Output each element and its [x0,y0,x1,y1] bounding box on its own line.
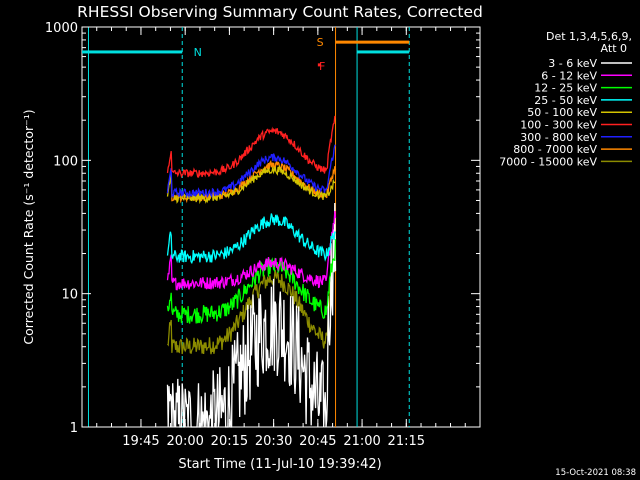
y-axis-label: Corrected Count Rate (s⁻¹ detector⁻¹) [21,109,36,344]
y-tick-label: 1000 [45,21,78,36]
legend-entry-label: 6 - 12 keV [541,69,597,82]
legend-header-line-2: Att 0 [601,42,627,55]
x-axis-label: Start Time (11-Jul-10 19:39:42) [178,457,381,472]
state-bar [357,50,410,54]
series-line [166,239,337,325]
legend-entry-label: 50 - 100 keV [527,106,597,119]
footer-timestamp: 15-Oct-2021 08:38 [555,468,636,478]
legend-entry-label: 800 - 7000 keV [513,143,597,156]
legend-entry-label: 300 - 800 keV [520,131,597,144]
series-line [166,250,337,355]
x-tick-label: 21:15 [388,434,425,449]
series-line [166,115,336,179]
plot-content: N SF [82,27,410,428]
x-tick-label: 20:45 [299,434,336,449]
x-tick-label: 20:30 [255,434,292,449]
x-tick-label: 21:00 [343,434,380,449]
legend-entry-label: 7000 - 15000 keV [499,155,597,168]
series-line [166,210,337,291]
annotation-label: N [194,46,202,59]
legend-header-line-1: Det 1,3,4,5,6,9, [546,30,632,43]
x-tick-label: 19:45 [122,434,159,449]
series-line [166,144,336,199]
state-bar [335,40,410,44]
axis-ticks: 19:45 20:00 20:15 20:30 20:45 21:00 21:15 1 10 10… [45,21,480,449]
chart-title: RHESSI Observing Summary Count Rates, Co… [77,3,483,21]
plot-frame [81,26,481,428]
y-tick-label: 10 [61,288,78,303]
legend-entry-label: 100 - 300 keV [520,119,597,132]
state-bar [317,63,321,67]
annotation-label: S [317,36,324,49]
x-tick-label: 20:00 [166,434,203,449]
y-tick-label: 100 [53,154,78,169]
legend-entry-label: 25 - 50 keV [534,94,597,107]
x-tick-label: 20:15 [211,434,248,449]
state-bar [82,50,183,54]
legend-entry-label: 12 - 25 keV [534,82,597,95]
legend-entry-label: 3 - 6 keV [548,57,597,70]
series-line [166,213,337,265]
series-line [166,202,337,428]
annotation-label: F [319,60,325,73]
y-tick-label: 1 [70,421,78,436]
